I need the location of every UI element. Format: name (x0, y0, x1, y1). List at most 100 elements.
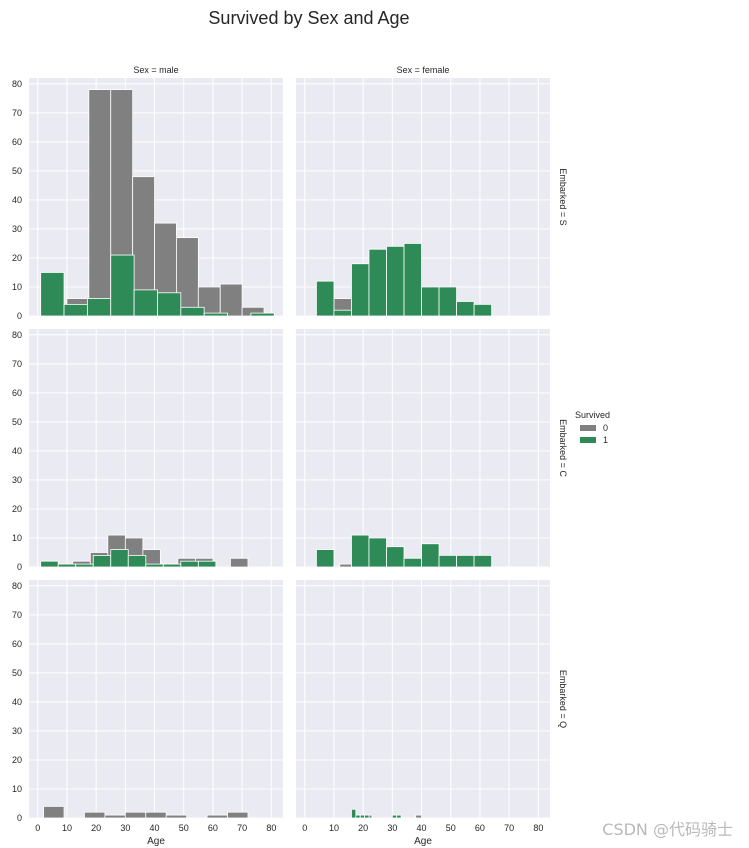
x-tick-label: 30 (387, 823, 397, 833)
histogram-bar-survived-0 (339, 563, 352, 568)
x-tick-label: 80 (266, 823, 276, 833)
histogram-bar-survived-1 (421, 286, 440, 317)
y-tick-label: 80 (12, 79, 22, 89)
y-tick-label: 40 (12, 446, 22, 456)
y-tick-label: 10 (12, 533, 22, 543)
histogram-bar-survived-1 (368, 537, 387, 568)
x-tick-label: 0 (35, 823, 40, 833)
y-tick-label: 60 (12, 639, 22, 649)
histogram-bar-survived-0 (88, 89, 112, 317)
y-tick-label: 70 (12, 359, 22, 369)
facet-panels: 0 10 20 30 40 50 60 70 80 Sex = male Sex = female E… (12, 65, 568, 847)
y-tick-label: 40 (12, 195, 22, 205)
histogram-bar-survived-1 (386, 546, 405, 568)
histogram-bar-survived-0 (219, 283, 243, 317)
histogram-bar-survived-0 (124, 811, 147, 819)
x-tick-label: 60 (208, 823, 218, 833)
histogram-bar-survived-0 (104, 814, 126, 819)
y-tick-label: 50 (12, 166, 22, 176)
panel-background (29, 580, 283, 818)
histogram-bar-survived-1 (473, 554, 493, 568)
x-tick-label: 80 (533, 823, 543, 833)
histogram-bar-survived-1 (438, 286, 457, 317)
column-title: Sex = female (397, 65, 450, 75)
histogram-bar-survived-1 (63, 303, 88, 317)
histogram-bar-survived-1 (359, 814, 366, 819)
facet-panel: 0 10 20 30 40 50 60 70 80 (12, 329, 283, 572)
legend-swatch (580, 425, 596, 431)
legend-label: 0 (603, 423, 608, 433)
histogram-bar-survived-1 (180, 306, 205, 317)
histogram-bar-survived-0 (84, 811, 106, 819)
x-axis-label: Age (147, 836, 165, 847)
chart-title: Survived by Sex and Age (208, 8, 409, 28)
y-tick-label: 60 (12, 137, 22, 147)
x-tick-label: 10 (62, 823, 72, 833)
histogram-bar-survived-0 (43, 805, 65, 819)
facet-panel: 0 10 20 30 40 50 60 70 80 Sex = male (12, 65, 283, 321)
histogram-bar-survived-1 (351, 534, 370, 568)
histogram-bar-survived-1 (110, 549, 129, 568)
y-tick-label: 0 (17, 562, 22, 572)
histogram-bar-survived-0 (230, 557, 249, 568)
histogram-bar-survived-1 (396, 814, 402, 819)
row-title: Embarked = C (558, 419, 568, 477)
y-tick-label: 50 (12, 668, 22, 678)
x-tick-label: 10 (329, 823, 339, 833)
histogram-bar-survived-1 (438, 554, 457, 568)
histogram-bar-survived-1 (203, 312, 228, 317)
y-tick-label: 20 (12, 755, 22, 765)
y-tick-label: 20 (12, 504, 22, 514)
histogram-bar-survived-1 (333, 309, 352, 317)
x-tick-label: 70 (504, 823, 514, 833)
panel-background (29, 329, 283, 567)
x-tick-label: 70 (237, 823, 247, 833)
histogram-bar-survived-1 (403, 557, 422, 568)
histogram-bar-survived-1 (403, 243, 422, 317)
y-tick-label: 80 (12, 330, 22, 340)
x-tick-label: 20 (358, 823, 368, 833)
y-tick-label: 70 (12, 108, 22, 118)
histogram-bar-survived-0 (227, 811, 249, 819)
histogram-bar-survived-1 (316, 280, 335, 317)
panel-background (296, 329, 550, 567)
histogram-bar-survived-1 (351, 808, 357, 819)
x-tick-label: 20 (91, 823, 101, 833)
y-tick-label: 80 (12, 581, 22, 591)
histogram-bar-survived-1 (75, 563, 94, 568)
histogram-bar-survived-1 (157, 292, 182, 317)
facet-panel: 0 10 20 30 40 50 60 70 80 0 10 20 30 40 50 60 70 80 Age (12, 580, 283, 847)
y-tick-label: 30 (12, 224, 22, 234)
histogram-bar-survived-0 (206, 814, 228, 819)
x-tick-label: 50 (179, 823, 189, 833)
x-tick-label: 40 (417, 823, 427, 833)
histogram-bar-survived-1 (355, 814, 361, 819)
column-title: Sex = male (133, 65, 178, 75)
x-tick-label: 0 (302, 823, 307, 833)
y-tick-label: 10 (12, 282, 22, 292)
y-tick-label: 30 (12, 726, 22, 736)
legend: Survived 0 1 (575, 410, 610, 445)
legend-swatch (580, 437, 596, 443)
histogram-bar-survived-1 (473, 303, 493, 317)
histogram-bar-survived-1 (386, 245, 405, 317)
y-tick-label: 0 (17, 813, 22, 823)
histogram-bar-survived-1 (145, 563, 164, 568)
x-axis-label: Age (414, 836, 432, 847)
y-tick-label: 0 (17, 311, 22, 321)
histogram-bar-survived-1 (127, 554, 147, 568)
histogram-bar-survived-0 (165, 814, 188, 819)
facet-panel: Embarked = C (296, 329, 568, 568)
row-title: Embarked = Q (558, 670, 568, 728)
panel-background (296, 78, 550, 316)
histogram-bar-survived-1 (316, 549, 335, 568)
y-tick-label: 70 (12, 610, 22, 620)
histogram-bar-survived-1 (368, 248, 387, 317)
y-tick-label: 50 (12, 417, 22, 427)
histogram-bar-survived-1 (110, 254, 135, 317)
y-tick-label: 30 (12, 475, 22, 485)
histogram-bar-survived-1 (197, 560, 217, 568)
histogram-bar-survived-1 (421, 543, 440, 568)
histogram-bar-survived-1 (456, 554, 475, 568)
